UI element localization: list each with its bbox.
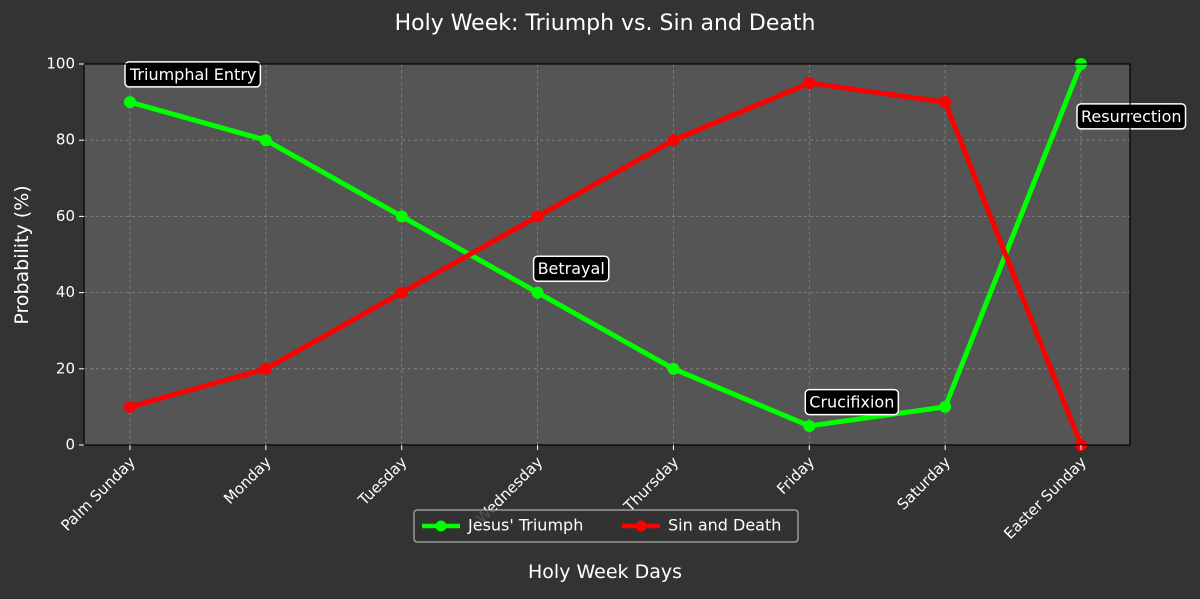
series-layer: [124, 58, 1087, 451]
data-point: [259, 362, 272, 375]
series-1: [124, 77, 1087, 451]
annotation-box: [124, 61, 262, 88]
chart-title: Holy Week: Triumph vs. Sin and Death: [395, 11, 816, 36]
annotation: Resurrection: [1076, 103, 1187, 130]
data-point: [259, 134, 272, 147]
plot-area: [84, 64, 1130, 445]
data-point: [667, 134, 680, 147]
data-point: [124, 400, 136, 413]
annotation: Betrayal: [532, 255, 610, 282]
annotation-box: [1076, 103, 1187, 130]
legend-swatch-marker: [435, 520, 447, 532]
y-tick-label: 60: [56, 207, 75, 225]
annotation-label: Resurrection: [1081, 107, 1182, 126]
series-0: [124, 58, 1087, 432]
x-axis-label: Holy Week Days: [528, 561, 682, 583]
series-line: [127, 80, 1084, 448]
annotations: Triumphal Entry Betrayal Crucifixion Resurr…: [124, 61, 1187, 416]
y-tick-label: 0: [65, 436, 75, 454]
annotation-box: [532, 255, 610, 282]
series-line: [127, 61, 1084, 429]
annotation-label: Crucifixion: [809, 393, 894, 412]
legend-swatch-marker: [635, 520, 647, 532]
annotation-box: [804, 388, 900, 416]
data-point: [939, 96, 952, 109]
plot-frame: [83, 63, 1131, 446]
data-point: [531, 286, 544, 299]
annotation-label: Triumphal Entry: [129, 65, 256, 84]
annotation: Triumphal Entry: [124, 61, 262, 88]
legend-label: Jesus' Triumph: [467, 516, 583, 535]
legend: Jesus' Triumph Sin and Death: [413, 509, 799, 543]
legend-box: [413, 509, 799, 543]
data-point: [395, 210, 408, 223]
annotation: Crucifixion: [804, 388, 900, 416]
y-tick-label: 40: [56, 283, 75, 301]
data-point: [803, 419, 816, 432]
data-point: [531, 210, 544, 223]
legend-label: Sin and Death: [668, 516, 781, 535]
y-tick-label: 100: [46, 55, 75, 73]
data-point: [124, 96, 136, 109]
annotation-label: Betrayal: [538, 259, 605, 278]
data-point: [395, 286, 408, 299]
legend-item: Sin and Death: [622, 516, 781, 535]
data-point: [803, 77, 816, 90]
y-tick-label: 80: [56, 131, 75, 149]
data-point: [667, 362, 680, 375]
data-point: [939, 400, 952, 413]
y-tick-label: 20: [56, 359, 75, 377]
legend-item: Jesus' Triumph: [422, 516, 583, 535]
y-axis-label: Probability (%): [11, 185, 33, 324]
